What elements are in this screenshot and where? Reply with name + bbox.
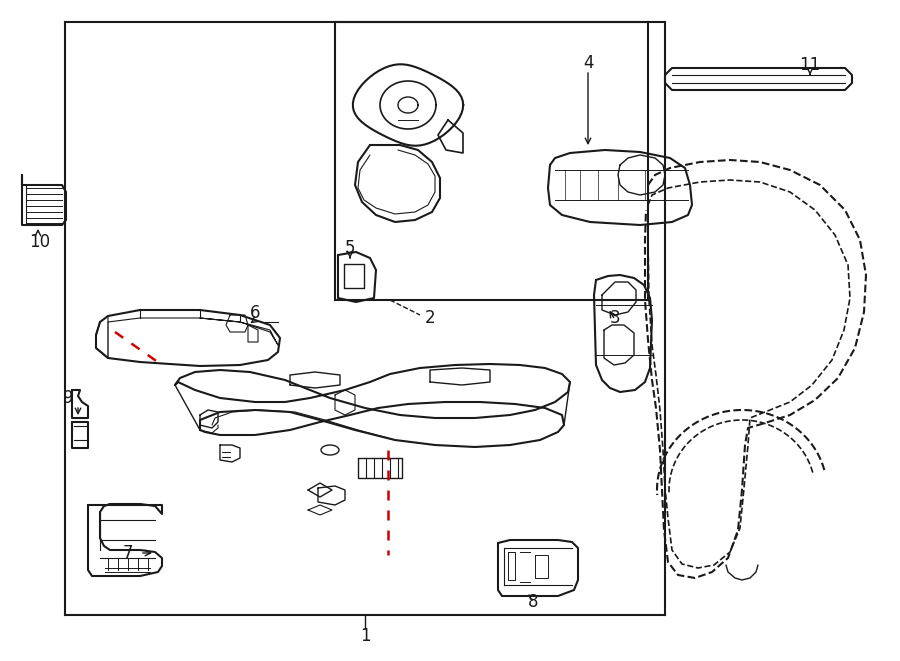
Text: 5: 5 <box>345 239 356 257</box>
Text: 9: 9 <box>63 389 73 407</box>
Text: 4: 4 <box>583 54 593 72</box>
Text: 10: 10 <box>30 233 50 251</box>
Text: 3: 3 <box>609 309 620 327</box>
Text: 7: 7 <box>122 544 133 562</box>
Text: 6: 6 <box>250 304 260 322</box>
Text: 8: 8 <box>527 593 538 611</box>
Text: 2: 2 <box>425 309 436 327</box>
Text: 1: 1 <box>360 627 370 645</box>
Text: 11: 11 <box>799 56 821 74</box>
